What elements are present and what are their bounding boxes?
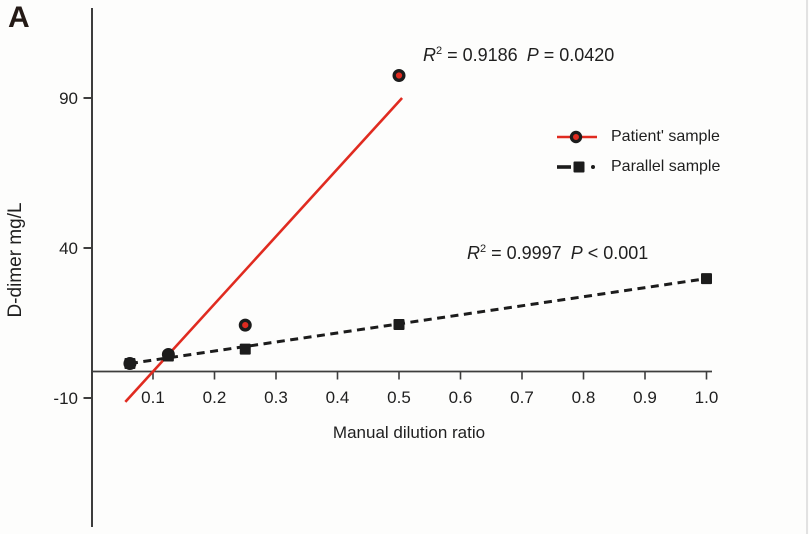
patient-stats-annotation: R2 = 0.9186 P = 0.0420	[423, 45, 614, 66]
parallel-point	[393, 319, 405, 330]
x-tick-label: 0.3	[264, 388, 288, 407]
r-squared-value: 0.9997	[506, 243, 562, 263]
r-squared-symbol: R	[423, 45, 436, 65]
x-tick-label: 0.8	[572, 388, 596, 407]
x-tick-label: 0.9	[633, 388, 657, 407]
parallel-trend-line	[129, 277, 707, 365]
r-squared-exponent: 2	[480, 243, 487, 255]
parallel-legend-square	[573, 161, 585, 173]
patient-point	[392, 68, 406, 82]
x-tick-label: 0.7	[510, 388, 534, 407]
legend: Patient' sample Parallel sample	[556, 122, 720, 182]
legend-item-patient: Patient' sample	[556, 122, 720, 152]
x-tick-label: 1.0	[695, 388, 719, 407]
y-axis-title: D-dimer mg/L	[5, 202, 26, 318]
r-squared-exponent: 2	[436, 45, 443, 57]
y-tick-label: -10	[53, 389, 78, 408]
x-tick-label: 0.6	[449, 388, 473, 407]
parallel-stats-annotation: R2 = 0.9997 P <0.001	[467, 243, 648, 264]
r-squared-value: 0.9186	[462, 45, 518, 65]
r-squared-symbol: R	[467, 243, 480, 263]
p-value: 0.001	[603, 243, 649, 263]
parallel-point	[162, 350, 174, 362]
y-tick-label: 40	[59, 239, 78, 258]
parallel-legend-dot	[591, 165, 595, 169]
p-operator: =	[543, 45, 555, 65]
legend-label-parallel: Parallel sample	[611, 158, 721, 175]
x-tick-label: 0.2	[203, 388, 227, 407]
p-value: 0.0420	[559, 45, 615, 65]
x-tick-label: 0.5	[387, 388, 411, 407]
patient-point	[238, 318, 252, 332]
parallel-point	[124, 358, 136, 369]
panel-label: A	[8, 1, 31, 34]
p-operator: <	[587, 243, 599, 263]
patient-legend-circle	[569, 130, 583, 144]
y-tick-label: 90	[59, 89, 78, 108]
parallel-point	[701, 273, 712, 285]
legend-item-parallel: Parallel sample	[556, 152, 720, 182]
p-symbol: P	[526, 45, 539, 65]
legend-label-patient: Patient' sample	[611, 128, 720, 145]
parallel-series-marker-icon	[557, 161, 595, 173]
p-symbol: P	[570, 243, 583, 263]
x-tick-label: 0.1	[141, 388, 165, 407]
equals-sign: =	[447, 45, 458, 65]
x-axis-title: Manual dilution ratio	[332, 423, 486, 442]
equals-sign: =	[491, 243, 502, 263]
x-tick-label: 0.4	[326, 388, 350, 407]
patient-series-marker-icon	[557, 130, 597, 144]
parallel-point	[239, 343, 251, 355]
